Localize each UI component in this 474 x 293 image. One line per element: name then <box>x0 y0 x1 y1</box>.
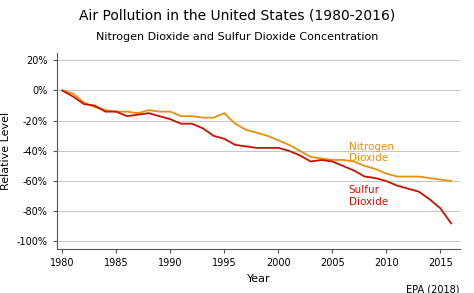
Text: Nitrogen
Dioxide: Nitrogen Dioxide <box>348 142 393 163</box>
Text: Sulfur
Dioxide: Sulfur Dioxide <box>348 185 388 207</box>
Text: Nitrogen Dioxide and Sulfur Dioxide Concentration: Nitrogen Dioxide and Sulfur Dioxide Conc… <box>96 32 378 42</box>
Text: EPA (2018): EPA (2018) <box>406 285 460 293</box>
X-axis label: Year: Year <box>246 274 270 284</box>
Text: Air Pollution in the United States (1980-2016): Air Pollution in the United States (1980… <box>79 9 395 23</box>
Y-axis label: Relative Level: Relative Level <box>1 112 11 190</box>
